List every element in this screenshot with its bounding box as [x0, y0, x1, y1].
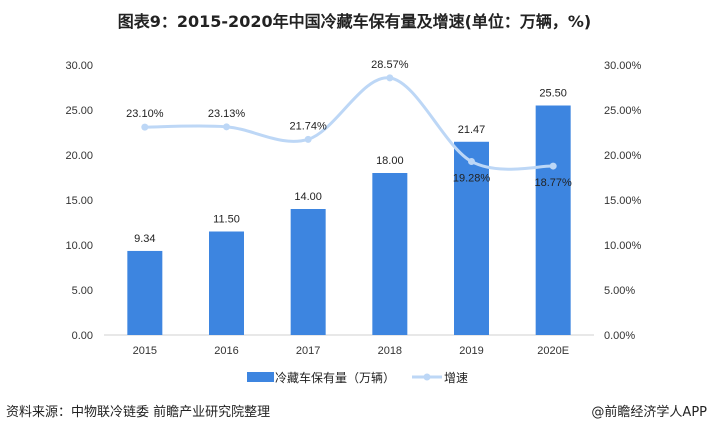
credit-note: @前瞻经济学人APP: [591, 405, 707, 420]
growth-value-label: 21.74%: [290, 120, 328, 132]
left-tick-label: 20.00: [65, 150, 93, 162]
bar: [290, 209, 326, 335]
x-tick-label: 2017: [296, 345, 320, 357]
bar-value-label: 21.47: [458, 124, 486, 136]
chart-title: 图表9：2015-2020年中国冷藏车保有量及增速(单位：万辆，%): [117, 12, 592, 31]
growth-value-label: 23.10%: [126, 108, 164, 120]
x-tick-label: 2018: [378, 345, 402, 357]
bar: [535, 105, 571, 335]
bar-value-label: 11.50: [213, 214, 240, 226]
growth-point: [549, 162, 557, 170]
left-tick-label: 30.00: [65, 60, 93, 72]
bar: [209, 231, 244, 335]
bar: [372, 173, 408, 335]
legend-line-marker: [423, 373, 431, 381]
source-note: 资料来源：中物联冷链委 前瞻产业研究院整理: [6, 405, 271, 420]
left-tick-label: 25.00: [65, 105, 93, 117]
bar-value-label: 9.34: [134, 233, 155, 245]
left-tick-label: 15.00: [65, 195, 93, 207]
right-tick-label: 0.00%: [604, 330, 635, 342]
growth-line: [144, 76, 554, 171]
growth-value-label: 28.57%: [371, 59, 409, 71]
right-tick-label: 10.00%: [604, 240, 642, 252]
bar-value-label: 25.50: [539, 88, 567, 100]
right-tick-label: 25.00%: [604, 105, 642, 117]
bar: [454, 141, 489, 335]
growth-point: [141, 123, 149, 131]
growth-point: [386, 74, 394, 82]
x-tick-label: 2020E: [537, 345, 569, 357]
growth-point: [223, 123, 230, 131]
legend-bar-label: 冷藏车保有量（万辆）: [275, 370, 395, 385]
right-tick-label: 5.00%: [604, 285, 635, 297]
x-tick-label: 2015: [133, 345, 157, 357]
left-tick-label: 10.00: [65, 240, 93, 252]
legend-line-label: 增速: [444, 371, 468, 385]
left-tick-label: 5.00: [72, 285, 93, 297]
bar-value-label: 14.00: [294, 191, 322, 203]
bar: [127, 250, 163, 335]
growth-point: [304, 135, 312, 143]
legend-bar-swatch: [247, 372, 274, 382]
growth-point: [468, 157, 475, 165]
growth-value-label: 23.13%: [208, 108, 246, 120]
x-tick-label: 2016: [214, 345, 238, 357]
bar-value-label: 18.00: [376, 155, 404, 167]
right-tick-label: 30.00%: [604, 60, 642, 72]
growth-value-label: 18.77%: [535, 177, 573, 189]
x-tick-label: 2019: [459, 345, 483, 357]
right-tick-label: 20.00%: [604, 150, 642, 162]
left-tick-label: 0.00: [72, 330, 93, 342]
growth-value-label: 19.28%: [453, 172, 491, 184]
right-tick-label: 15.00%: [604, 195, 642, 207]
